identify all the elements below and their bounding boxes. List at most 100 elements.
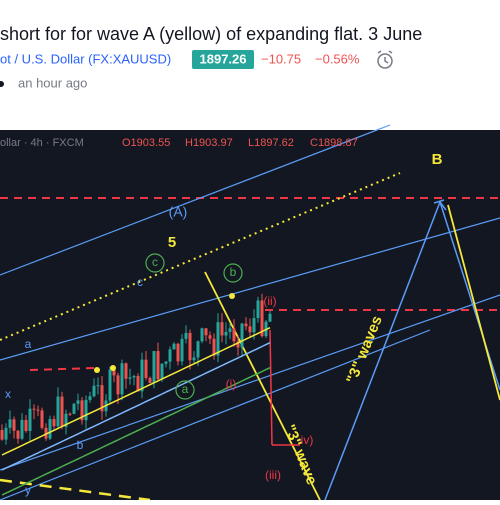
legend-high: H1903.97 — [185, 137, 233, 149]
candle — [256, 300, 260, 319]
wave-label: (i) — [226, 377, 237, 391]
drawing-line — [439, 201, 500, 391]
candle — [200, 328, 204, 342]
candle — [232, 328, 236, 342]
drawing-line — [0, 294, 500, 471]
candle — [68, 413, 72, 415]
candle — [136, 376, 140, 392]
wave-label: y — [25, 483, 31, 497]
wave-label: (iii) — [265, 468, 281, 482]
candle — [168, 349, 172, 362]
candle — [184, 332, 188, 339]
legend-open: O1903.55 — [122, 137, 170, 149]
drawing-line — [269, 329, 273, 446]
alarm-icon[interactable] — [377, 50, 393, 69]
candle — [96, 385, 100, 387]
candle — [8, 419, 12, 428]
drawing-line — [447, 204, 500, 401]
candle — [84, 399, 88, 421]
legend-symbol: ollar · 4h · FXCM — [0, 137, 84, 149]
candle — [156, 351, 160, 380]
candle — [160, 363, 164, 380]
candle — [116, 375, 120, 395]
candle — [72, 403, 76, 414]
candle — [152, 351, 156, 383]
candle — [192, 357, 196, 361]
candle — [268, 313, 272, 322]
drawing-line — [0, 329, 431, 501]
candle — [4, 427, 8, 440]
candle — [92, 385, 96, 397]
wave-label: iv) — [301, 433, 314, 447]
legend-close: C1898.87 — [310, 137, 358, 149]
candle — [196, 341, 200, 358]
candle — [40, 410, 44, 428]
candle — [0, 430, 4, 440]
candle — [208, 335, 212, 339]
candle — [48, 419, 52, 439]
wave-label: (ii) — [263, 294, 276, 308]
wave-label: B — [432, 151, 443, 168]
candle — [16, 430, 20, 439]
candle — [108, 369, 112, 401]
avatar-dot — [0, 81, 4, 87]
drawing-line — [0, 124, 391, 276]
moving-average — [1, 342, 271, 471]
candle — [220, 322, 224, 336]
change-pct: −0.56% — [315, 51, 360, 66]
drawing-line — [433, 199, 445, 204]
candle — [188, 332, 192, 361]
wave-label: x — [5, 387, 11, 401]
drawing-line — [0, 172, 401, 341]
candle — [32, 408, 36, 410]
candle — [244, 323, 248, 327]
drawing-line — [29, 367, 96, 371]
label-circle — [223, 263, 243, 283]
candle — [64, 413, 68, 427]
candle — [44, 427, 48, 439]
candle — [20, 419, 24, 439]
pivot-dot — [229, 293, 235, 299]
candle — [28, 408, 32, 432]
label-circle — [145, 253, 165, 273]
symbol[interactable]: ot / U.S. Dollar (FX:XAUUSD) — [0, 51, 171, 66]
drawing-line — [439, 201, 447, 211]
candle — [172, 343, 176, 350]
candle — [36, 409, 40, 411]
candle — [12, 419, 16, 431]
chart-bg — [0, 130, 500, 500]
candle — [24, 419, 28, 432]
candle — [52, 419, 56, 427]
candle — [132, 376, 136, 378]
candle — [112, 369, 116, 376]
drawing-line — [0, 217, 500, 361]
candle — [76, 400, 80, 404]
candle — [140, 359, 144, 392]
candle — [248, 326, 252, 333]
candle — [128, 377, 132, 379]
candle — [260, 300, 264, 337]
candle — [80, 400, 84, 421]
candle — [164, 361, 168, 364]
candle — [144, 359, 148, 379]
candle — [228, 328, 232, 332]
moving-average — [1, 327, 271, 456]
candle — [176, 343, 180, 362]
price-badge — [192, 50, 254, 69]
wave-label: 5 — [168, 234, 176, 251]
wave-label: a — [25, 337, 32, 351]
drawing-line — [204, 271, 321, 501]
legend-low: L1897.62 — [248, 137, 294, 149]
candle — [252, 318, 256, 333]
idea-title: short for for wave A (yellow) of expandi… — [0, 24, 422, 44]
label-circle — [175, 380, 195, 400]
candle — [88, 396, 92, 400]
time: an hour ago — [18, 75, 87, 90]
candle — [224, 331, 228, 336]
change: −10.75 — [261, 51, 301, 66]
candle — [216, 322, 220, 356]
moving-average — [1, 367, 271, 496]
wave-label: a — [182, 382, 189, 396]
candle — [148, 378, 152, 383]
